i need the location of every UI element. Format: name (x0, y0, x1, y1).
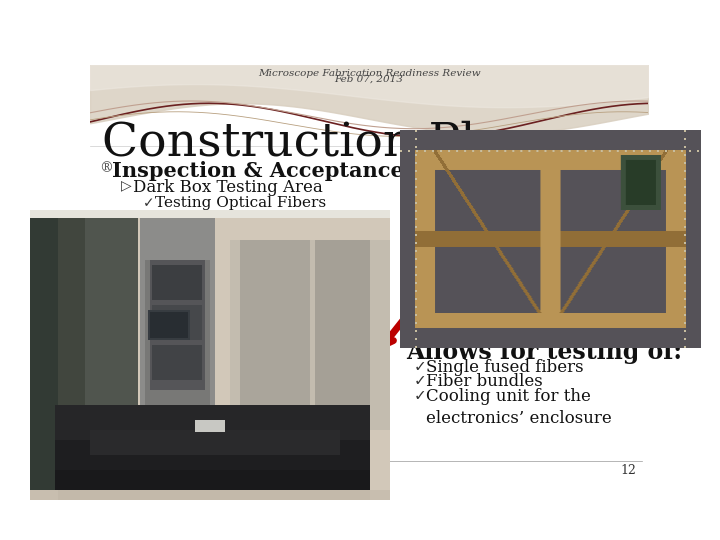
Text: ✓: ✓ (143, 195, 154, 210)
Text: Single fused fibers: Single fused fibers (426, 359, 584, 376)
Text: Fiber bundles: Fiber bundles (426, 373, 543, 390)
FancyArrowPatch shape (383, 228, 476, 345)
Text: ▷: ▷ (121, 179, 132, 193)
Text: Construction Plan: Construction Plan (102, 120, 534, 165)
Text: Feb 07, 2013: Feb 07, 2013 (335, 75, 403, 84)
Text: ✓: ✓ (414, 359, 427, 374)
Text: ✓: ✓ (143, 210, 154, 224)
Text: ✓: ✓ (414, 373, 427, 388)
Text: Microscope Fabrication Readiness Review: Microscope Fabrication Readiness Review (258, 69, 480, 78)
Text: ®: ® (99, 161, 113, 175)
Text: Electronics: Electronics (155, 210, 242, 224)
Text: 12: 12 (621, 464, 636, 477)
Text: Inspection & Acceptance Test Areas: Inspection & Acceptance Test Areas (112, 161, 531, 181)
Text: Dark Box Testing Area: Dark Box Testing Area (133, 179, 323, 196)
Text: Cooling unit for the
electronics’ enclosure: Cooling unit for the electronics’ enclos… (426, 388, 612, 427)
Text: James McIntyre: James McIntyre (102, 464, 212, 477)
Text: ✓: ✓ (414, 388, 427, 403)
Text: Testing Optical Fibers: Testing Optical Fibers (155, 195, 326, 210)
Text: Allows for testing of:: Allows for testing of: (406, 340, 683, 364)
